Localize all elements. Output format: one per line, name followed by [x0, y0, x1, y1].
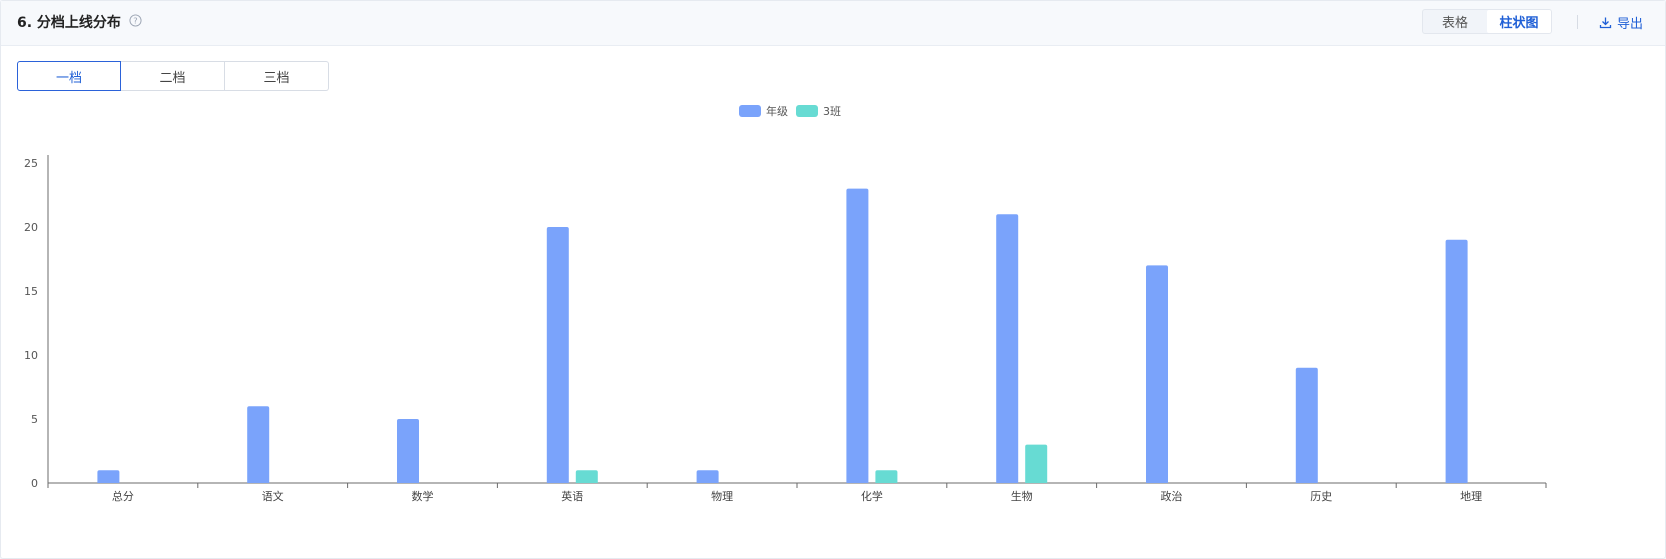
bar-grade[interactable] — [546, 227, 569, 483]
x-tick-label: 政治 — [1161, 489, 1183, 503]
x-tick-label: 数学 — [412, 489, 434, 503]
bar-grade[interactable] — [696, 470, 719, 483]
legend-swatch-0[interactable] — [739, 105, 761, 117]
view-bar-chart-button[interactable]: 柱状图 — [1487, 10, 1551, 33]
x-tick-label: 英语 — [561, 489, 583, 503]
svg-text:?: ? — [133, 15, 137, 25]
legend-swatch-1[interactable] — [796, 105, 818, 117]
y-tick-label: 10 — [24, 349, 38, 362]
section-header: 6. 分档上线分布 ? 表格 柱状图 导出 — [1, 1, 1665, 46]
x-tick-label: 物理 — [711, 489, 733, 503]
legend-label-0[interactable]: 年级 — [766, 104, 788, 118]
tier-tab-3[interactable]: 三档 — [225, 61, 329, 91]
view-table-button[interactable]: 表格 — [1441, 16, 1468, 31]
bar-grade[interactable] — [1146, 265, 1168, 483]
bar-grade[interactable] — [1445, 239, 1468, 483]
tier-tab-2[interactable]: 二档 — [121, 61, 225, 91]
legend-label-1[interactable]: 3班 — [823, 105, 841, 118]
bar-grade[interactable] — [1295, 367, 1318, 483]
help-icon[interactable]: ? — [129, 14, 142, 27]
y-tick-label: 5 — [31, 413, 38, 426]
bar-grade[interactable] — [247, 406, 270, 483]
section-title: 6. 分档上线分布 — [17, 15, 121, 31]
export-button[interactable]: 导出 — [1599, 13, 1644, 32]
y-tick-label: 25 — [24, 157, 38, 170]
tier-tabs: 一档 二档 三档 — [17, 61, 329, 91]
bar-grade[interactable] — [996, 214, 1019, 483]
x-tick-label: 生物 — [1011, 489, 1033, 503]
y-tick-label: 15 — [24, 285, 38, 298]
x-tick-label: 地理 — [1460, 490, 1482, 503]
x-tick-label: 总分 — [112, 489, 134, 503]
y-tick-label: 0 — [31, 477, 38, 490]
export-label: 导出 — [1617, 16, 1644, 32]
bar-class[interactable] — [575, 470, 598, 483]
x-tick-label: 语文 — [262, 489, 284, 503]
bar-class[interactable] — [1025, 444, 1048, 483]
download-icon — [1599, 17, 1612, 28]
bar-grade[interactable] — [397, 419, 419, 483]
bar-grade[interactable] — [97, 470, 120, 483]
header-divider — [1577, 15, 1578, 29]
bar-class[interactable] — [875, 470, 898, 483]
y-tick-label: 20 — [24, 221, 38, 234]
view-toggle: 表格 柱状图 — [1422, 9, 1552, 34]
bar-grade[interactable] — [846, 188, 869, 483]
x-tick-label: 化学 — [861, 489, 883, 503]
tier-tab-1[interactable]: 一档 — [17, 61, 121, 91]
bar-chart: 年级 3班 0 5 10 15 20 25 总分 语文 数学 英语 物理 化学 生物 政治 历史 地理 — [24, 104, 1547, 503]
x-tick-label: 历史 — [1310, 490, 1332, 503]
